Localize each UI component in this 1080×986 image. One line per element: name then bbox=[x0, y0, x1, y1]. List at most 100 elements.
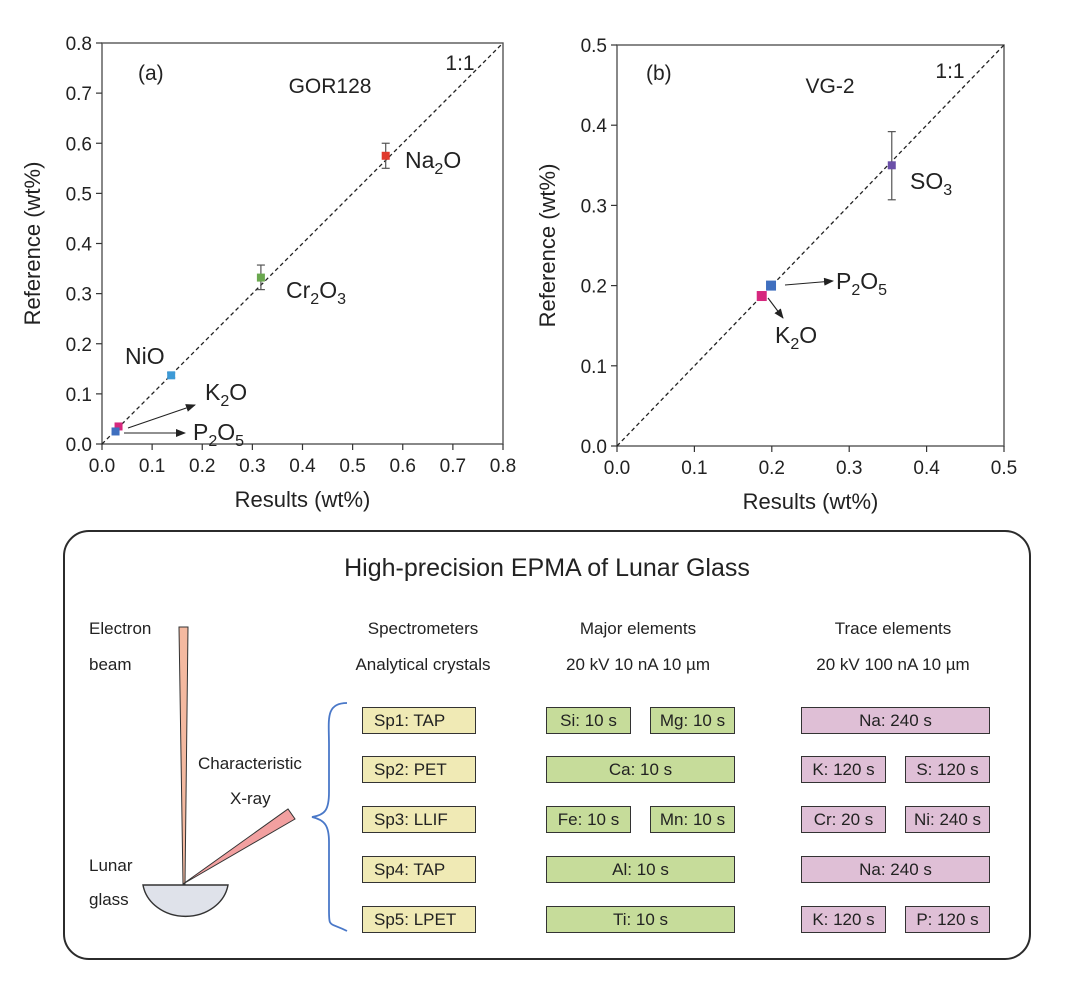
major-element-box: Ca: 10 s bbox=[546, 756, 735, 783]
diagram-graphics bbox=[142, 626, 348, 932]
trace-conditions: 20 kV 100 nA 10 µm bbox=[816, 655, 970, 674]
analytical-crystals-heading: Analytical crystals bbox=[355, 655, 491, 674]
data-point-nio bbox=[167, 371, 176, 380]
trace-element-box: S: 120 s bbox=[905, 756, 990, 783]
data-point-cr2o3 bbox=[256, 273, 265, 282]
point-label-cr2o3: Cr2O3 bbox=[286, 277, 346, 308]
y-tick-label: 0.8 bbox=[66, 34, 92, 55]
data-point-k2o bbox=[756, 291, 767, 302]
point-label-so3: SO3 bbox=[910, 168, 952, 199]
y-tick-label: 0.0 bbox=[581, 437, 607, 458]
point-label-nio: NiO bbox=[125, 343, 165, 369]
spectrometer-box: Sp2: PET bbox=[362, 756, 476, 783]
one-to-one-annotation: 1:1 bbox=[445, 52, 474, 75]
x-tick-label: 0.3 bbox=[239, 456, 265, 477]
x-tick-label: 0.8 bbox=[490, 456, 516, 477]
point-label-p2o5: P2O5 bbox=[836, 268, 887, 299]
y-axis-title: Reference (wt%) bbox=[535, 164, 560, 328]
trace-element-box: K: 120 s bbox=[801, 906, 886, 933]
y-tick-label: 0.0 bbox=[66, 435, 92, 456]
chart-vg2: 0.0 0.1 0.2 0.3 0.4 0.5 0.0 0.1 0.2 0.3 0.4 0.5 Resu… bbox=[535, 36, 1017, 514]
y-tick-label: 0.3 bbox=[581, 196, 607, 217]
spectrometer-box: Sp1: TAP bbox=[362, 707, 476, 734]
y-axis-title: Reference (wt%) bbox=[20, 162, 45, 326]
brace-icon bbox=[311, 702, 348, 932]
x-tick-label: 0.4 bbox=[289, 456, 316, 477]
sample-title: VG-2 bbox=[805, 75, 854, 98]
x-tick-label: 0.2 bbox=[759, 458, 785, 479]
charts-area: 0.0 0.1 0.2 0.3 0.4 0.5 0.6 0.7 0.80.00.10.20.30… bbox=[20, 34, 1017, 514]
y-tick-label: 0.6 bbox=[66, 134, 92, 155]
data-point-p2o5 bbox=[111, 427, 120, 436]
y-tick-label: 0.5 bbox=[66, 184, 92, 205]
data-point-p2o5 bbox=[766, 280, 777, 291]
x-tick-label: 0.5 bbox=[339, 456, 365, 477]
major-conditions: 20 kV 10 nA 10 µm bbox=[566, 655, 710, 674]
panel-label: (a) bbox=[138, 62, 164, 85]
beam-label: beam bbox=[89, 655, 132, 674]
trace-element-box: Ni: 240 s bbox=[905, 806, 990, 833]
sample-title: GOR128 bbox=[289, 75, 372, 98]
x-tick-label: 0.1 bbox=[681, 458, 707, 479]
major-element-box: Al: 10 s bbox=[546, 856, 735, 883]
trace-element-box: K: 120 s bbox=[801, 756, 886, 783]
trace-element-box: Na: 240 s bbox=[801, 856, 990, 883]
plot-frame bbox=[616, 44, 1005, 447]
panel-label: (b) bbox=[646, 62, 672, 85]
epma-diagram-panel: High-precision EPMA of Lunar Glass Elect… bbox=[63, 530, 1031, 960]
point-label-na2o: Na2O bbox=[405, 147, 461, 178]
data-point-na2o bbox=[381, 151, 390, 160]
y-tick-label: 0.5 bbox=[581, 36, 607, 57]
data-point-k2o bbox=[114, 422, 123, 431]
x-axis-title: Results (wt%) bbox=[743, 489, 879, 514]
major-element-box: Mg: 10 s bbox=[650, 707, 735, 734]
x-tick-label: 0.7 bbox=[440, 456, 466, 477]
y-tick-label: 0.2 bbox=[581, 277, 607, 298]
y-tick-label: 0.1 bbox=[581, 357, 607, 378]
x-tick-label: 0.0 bbox=[604, 458, 630, 479]
one-to-one-line bbox=[616, 44, 1005, 447]
major-element-box: Si: 10 s bbox=[546, 707, 631, 734]
y-tick-label: 0.4 bbox=[66, 235, 93, 256]
x-tick-label: 0.1 bbox=[139, 456, 165, 477]
major-element-box: Fe: 10 s bbox=[546, 806, 631, 833]
xray-beam-icon bbox=[182, 808, 296, 885]
x-tick-label: 0.4 bbox=[913, 458, 940, 479]
electron-beam-icon bbox=[178, 626, 189, 885]
point-label-k2o: K2O bbox=[775, 322, 817, 353]
spectrometers-heading: Spectrometers bbox=[367, 619, 479, 638]
major-element-box: Ti: 10 s bbox=[546, 906, 735, 933]
trace-element-box: Na: 240 s bbox=[801, 707, 990, 734]
label-arrow bbox=[127, 404, 196, 429]
y-tick-label: 0.3 bbox=[66, 285, 92, 306]
spectrometer-box: Sp5: LPET bbox=[362, 906, 476, 933]
y-tick-label: 0.7 bbox=[66, 84, 92, 105]
x-tick-label: 0.2 bbox=[189, 456, 215, 477]
lunar-glass-sample-icon bbox=[142, 884, 229, 918]
x-tick-label: 0.0 bbox=[89, 456, 115, 477]
trace-element-box: P: 120 s bbox=[905, 906, 990, 933]
trace-elements-heading: Trace elements bbox=[834, 619, 952, 638]
y-tick-label: 0.1 bbox=[66, 385, 92, 406]
characteristic-label: Characteristic bbox=[198, 754, 302, 773]
diagram-title: High-precision EPMA of Lunar Glass bbox=[344, 554, 750, 582]
spectrometer-box: Sp3: LLIF bbox=[362, 806, 476, 833]
point-label-p2o5: P2O5 bbox=[193, 419, 244, 450]
trace-element-box: Cr: 20 s bbox=[801, 806, 886, 833]
one-to-one-line bbox=[101, 42, 504, 445]
x-tick-label: 0.5 bbox=[991, 458, 1017, 479]
x-axis-title: Results (wt%) bbox=[235, 487, 371, 512]
x-tick-label: 0.3 bbox=[836, 458, 862, 479]
label-arrow bbox=[767, 297, 784, 319]
major-elements-heading: Major elements bbox=[579, 619, 697, 638]
xray-label: X-ray bbox=[230, 789, 271, 808]
y-tick-label: 0.2 bbox=[66, 335, 92, 356]
glass-label: glass bbox=[89, 890, 129, 909]
x-tick-label: 0.6 bbox=[390, 456, 416, 477]
y-tick-label: 0.4 bbox=[581, 116, 608, 137]
lunar-label: Lunar bbox=[89, 856, 133, 875]
one-to-one-annotation: 1:1 bbox=[935, 60, 964, 83]
point-label-k2o: K2O bbox=[205, 379, 247, 410]
electron-label: Electron bbox=[89, 619, 152, 638]
label-arrow bbox=[784, 277, 834, 286]
